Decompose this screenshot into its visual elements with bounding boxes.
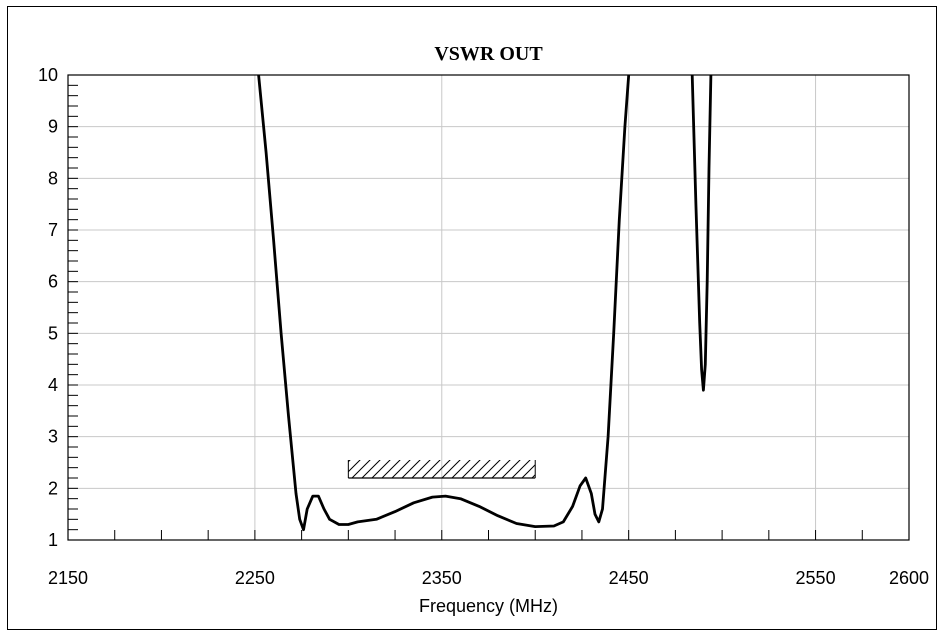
vswr-curve-segment — [690, 75, 713, 392]
spec-band — [347, 460, 536, 479]
vswr-curve-segment — [257, 75, 631, 532]
y-tick-label: 9 — [48, 117, 58, 137]
plot-area-border — [67, 74, 910, 541]
x-tick-label: 2550 — [796, 568, 836, 588]
y-tick-label: 5 — [48, 323, 58, 343]
chart-title: VSWR OUT — [434, 43, 543, 65]
y-tick-label: 1 — [48, 530, 58, 550]
y-tick-label: 7 — [48, 220, 58, 240]
x-tick-label: 2600 — [889, 568, 929, 588]
y-tick-label: 3 — [48, 427, 58, 447]
x-tick-label: 2250 — [235, 568, 275, 588]
x-tick-label: 2350 — [422, 568, 462, 588]
y-tick-label: 10 — [38, 65, 58, 85]
minor-ticks — [67, 74, 910, 541]
y-tick-label: 4 — [48, 375, 58, 395]
y-tick-label: 2 — [48, 478, 58, 498]
spec-band-fill — [348, 460, 536, 478]
y-tick-labels: 1 2 3 4 5 6 7 8 9 10 — [38, 65, 58, 550]
x-tick-label: 2150 — [48, 568, 88, 588]
x-tick-label: 2450 — [609, 568, 649, 588]
x-tick-labels: 2150 2250 2350 2450 2550 2600 — [48, 568, 929, 588]
y-tick-label: 6 — [48, 272, 58, 292]
series-group — [257, 75, 713, 532]
chart-frame — [7, 6, 937, 630]
x-axis-label: Frequency (MHz) — [419, 596, 558, 616]
y-tick-label: 8 — [48, 168, 58, 188]
